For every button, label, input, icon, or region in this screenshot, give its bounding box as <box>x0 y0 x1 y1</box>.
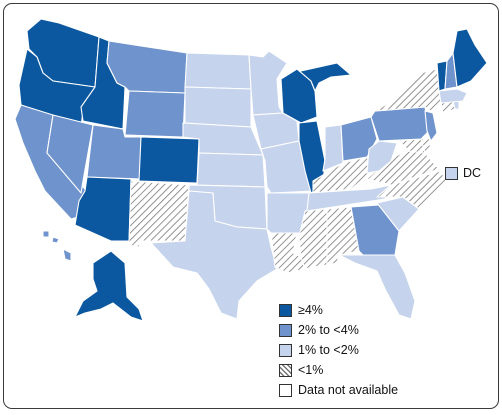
state-SD <box>184 86 252 128</box>
legend-swatch-2to4 <box>279 323 292 337</box>
legend-label-na: Data not available <box>298 383 399 397</box>
state-HI <box>62 248 72 262</box>
state-NV <box>46 114 94 194</box>
state-IN <box>322 124 344 172</box>
legend: ≥4% 2% to <4% 1% to <2% <1% Data not ava… <box>279 300 398 400</box>
state-CO <box>138 136 200 184</box>
state-AK <box>74 250 144 322</box>
map-frame: DC ≥4% 2% to <4% 1% to <2% <1% Data not … <box>3 3 499 409</box>
state-WY <box>124 90 186 138</box>
state-NM <box>128 180 190 248</box>
state-ND <box>184 52 252 90</box>
legend-item-1to2: 1% to <2% <box>279 340 398 360</box>
state-AZ <box>74 176 132 242</box>
dc-swatch <box>445 166 458 180</box>
dc-label: DC <box>463 166 482 180</box>
legend-item-ge4: ≥4% <box>279 300 398 320</box>
dc-indicator: DC <box>445 166 481 180</box>
states-layer <box>14 18 488 322</box>
legend-label-lt1: <1% <box>298 363 324 377</box>
legend-label-ge4: ≥4% <box>298 303 323 317</box>
us-map <box>14 18 488 322</box>
state-HI-islet-1 <box>42 230 50 238</box>
legend-label-1to2: 1% to <2% <box>298 343 359 357</box>
legend-item-2to4: 2% to <4% <box>279 320 398 340</box>
state-HI-islet-2 <box>51 236 60 244</box>
state-FL <box>338 254 416 320</box>
state-NJ <box>424 110 438 142</box>
legend-item-na: Data not available <box>279 380 398 400</box>
state-NY <box>374 68 442 114</box>
state-IA <box>252 112 300 150</box>
state-KS <box>196 152 266 188</box>
legend-swatch-ge4 <box>279 303 292 317</box>
legend-swatch-1to2 <box>279 343 292 357</box>
state-MS <box>298 208 328 270</box>
legend-swatch-na <box>279 383 292 397</box>
state-DE <box>420 136 432 154</box>
state-MN <box>248 50 288 116</box>
legend-item-lt1: <1% <box>279 360 398 380</box>
state-TX <box>150 190 278 320</box>
state-MA <box>438 88 468 104</box>
legend-label-2to4: 2% to <4% <box>298 323 359 337</box>
legend-swatch-lt1 <box>279 363 292 377</box>
state-MI <box>296 62 352 92</box>
state-PA <box>370 106 430 142</box>
state-ME <box>452 28 488 88</box>
